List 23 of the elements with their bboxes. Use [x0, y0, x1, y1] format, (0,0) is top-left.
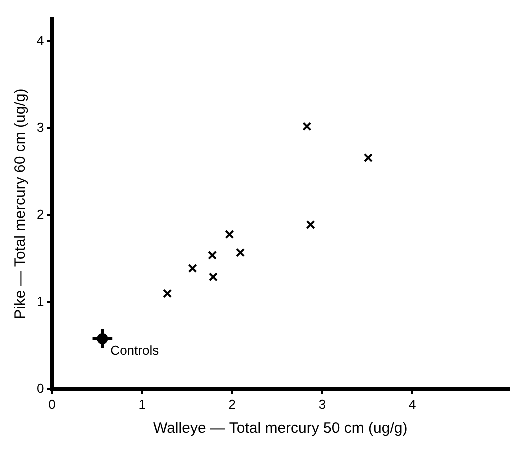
x-tick-label: 2 — [228, 396, 236, 412]
y-tick-label: 4 — [36, 32, 44, 48]
x-tick-label: 3 — [318, 396, 326, 412]
y-tick-label: 1 — [36, 294, 44, 309]
x-tick-label: 1 — [138, 396, 146, 412]
point — [302, 122, 312, 132]
y-tick-label: 3 — [36, 120, 44, 135]
x-tick-label: 4 — [408, 396, 416, 412]
x-axis-title: Walleye — Total mercury 50 cm (ug/g) — [153, 420, 408, 438]
point — [236, 248, 246, 258]
point — [306, 220, 316, 230]
point — [97, 333, 108, 344]
point — [364, 153, 373, 163]
point — [208, 250, 218, 260]
y-axis-title: Pike — Total mercury 60 cm (ug/g) — [12, 88, 30, 320]
point — [225, 230, 234, 240]
point — [188, 264, 198, 274]
series-label: Controls — [110, 343, 160, 358]
y-tick-label: 0 — [36, 380, 44, 396]
point — [208, 272, 218, 282]
point — [163, 289, 172, 298]
x-tick-label: 0 — [48, 396, 56, 412]
y-tick-label: 2 — [36, 206, 44, 222]
